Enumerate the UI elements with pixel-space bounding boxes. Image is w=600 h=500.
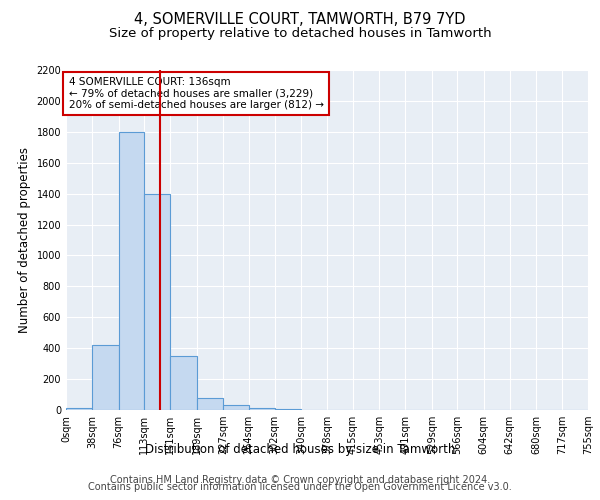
- Bar: [66, 408, 92, 410]
- Bar: [144, 194, 170, 410]
- Bar: [92, 345, 119, 410]
- Bar: [223, 404, 248, 410]
- Text: 4 SOMERVILLE COURT: 136sqm
← 79% of detached houses are smaller (3,229)
20% of s: 4 SOMERVILLE COURT: 136sqm ← 79% of deta…: [68, 77, 323, 110]
- Bar: [119, 132, 144, 410]
- Text: Contains public sector information licensed under the Open Government Licence v3: Contains public sector information licen…: [88, 482, 512, 492]
- Text: Size of property relative to detached houses in Tamworth: Size of property relative to detached ho…: [109, 28, 491, 40]
- Bar: [248, 408, 275, 410]
- Bar: [275, 409, 301, 410]
- Bar: [170, 356, 197, 410]
- Text: 4, SOMERVILLE COURT, TAMWORTH, B79 7YD: 4, SOMERVILLE COURT, TAMWORTH, B79 7YD: [134, 12, 466, 28]
- Text: Contains HM Land Registry data © Crown copyright and database right 2024.: Contains HM Land Registry data © Crown c…: [110, 475, 490, 485]
- Text: Distribution of detached houses by size in Tamworth: Distribution of detached houses by size …: [145, 442, 455, 456]
- Bar: [197, 398, 223, 410]
- Y-axis label: Number of detached properties: Number of detached properties: [18, 147, 31, 333]
